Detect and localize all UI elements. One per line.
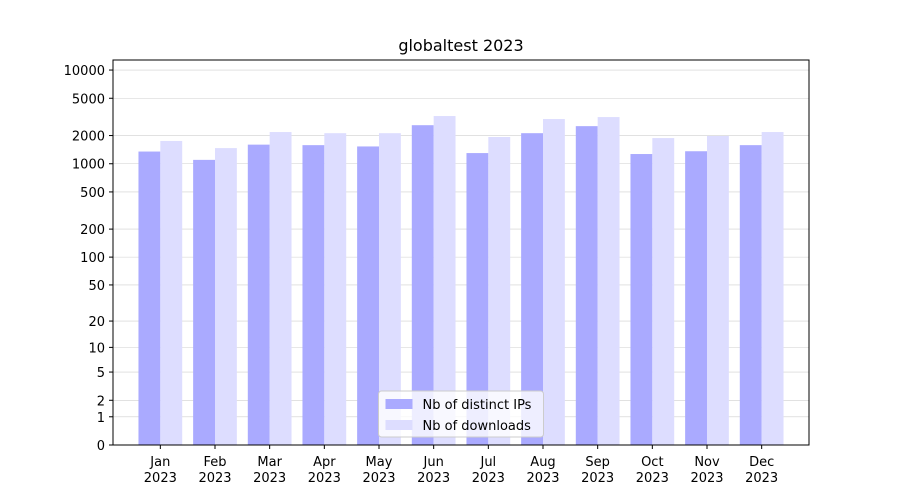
y-tick-label: 0 [97, 439, 105, 454]
bar [357, 146, 379, 445]
y-tick-label: 2000 [72, 130, 105, 145]
y-tick-label: 20 [88, 315, 105, 330]
bar [466, 153, 489, 446]
bar [739, 145, 762, 446]
x-tick-label: Aug 2023 [526, 455, 559, 486]
bar [521, 133, 543, 445]
bar [685, 151, 707, 445]
x-tick-label: Apr 2023 [308, 455, 341, 486]
x-tick-label: Feb 2023 [198, 455, 231, 486]
y-tick-label: 500 [80, 186, 105, 201]
bar [379, 133, 401, 445]
bar [488, 137, 511, 445]
chart-title: globaltest 2023 [398, 36, 523, 55]
x-tick-label: Mar 2023 [253, 455, 286, 486]
x-tick-label: May 2023 [362, 455, 395, 486]
y-tick-label: 1 [97, 411, 105, 426]
y-tick-label: 200 [80, 223, 105, 238]
legend-label: Nb of downloads [423, 419, 532, 434]
bar [652, 138, 675, 445]
x-tick-label: Oct 2023 [636, 455, 669, 486]
bar [543, 119, 565, 446]
bar [138, 151, 161, 446]
bar [247, 144, 270, 445]
bar [193, 159, 215, 446]
bar [761, 132, 784, 445]
legend-box [378, 390, 544, 438]
y-tick-label: 5000 [72, 92, 105, 107]
y-tick-label: 10000 [64, 64, 105, 79]
legend-label: Nb of distinct IPs [423, 398, 532, 413]
x-tick-label: Jan 2023 [144, 455, 177, 486]
bar [411, 125, 434, 446]
bar [575, 126, 598, 445]
y-tick-label: 5 [97, 366, 105, 381]
bar [302, 145, 325, 446]
y-tick-label: 10 [88, 341, 105, 356]
plot-area [113, 69, 809, 446]
bar [160, 140, 183, 445]
x-tick-label: Sep 2023 [581, 455, 614, 486]
bar [215, 148, 237, 445]
bar [324, 133, 347, 445]
y-tick-label: 50 [88, 279, 105, 294]
y-tick-label: 100 [80, 251, 105, 266]
bar [707, 135, 729, 446]
x-tick-label: Jun 2023 [417, 455, 450, 486]
y-tick-label: 2 [97, 394, 105, 409]
axes-frame [112, 59, 810, 446]
x-tick-label: Nov 2023 [690, 455, 723, 486]
bar [269, 132, 292, 445]
x-tick-label: Jul 2023 [472, 455, 505, 486]
legend-swatch [385, 399, 413, 409]
bar [433, 116, 456, 445]
y-tick-label: 1000 [72, 158, 105, 173]
x-tick-label: Dec 2023 [745, 455, 778, 486]
bar [597, 117, 620, 445]
legend-swatch [385, 420, 413, 430]
bar [630, 154, 653, 445]
